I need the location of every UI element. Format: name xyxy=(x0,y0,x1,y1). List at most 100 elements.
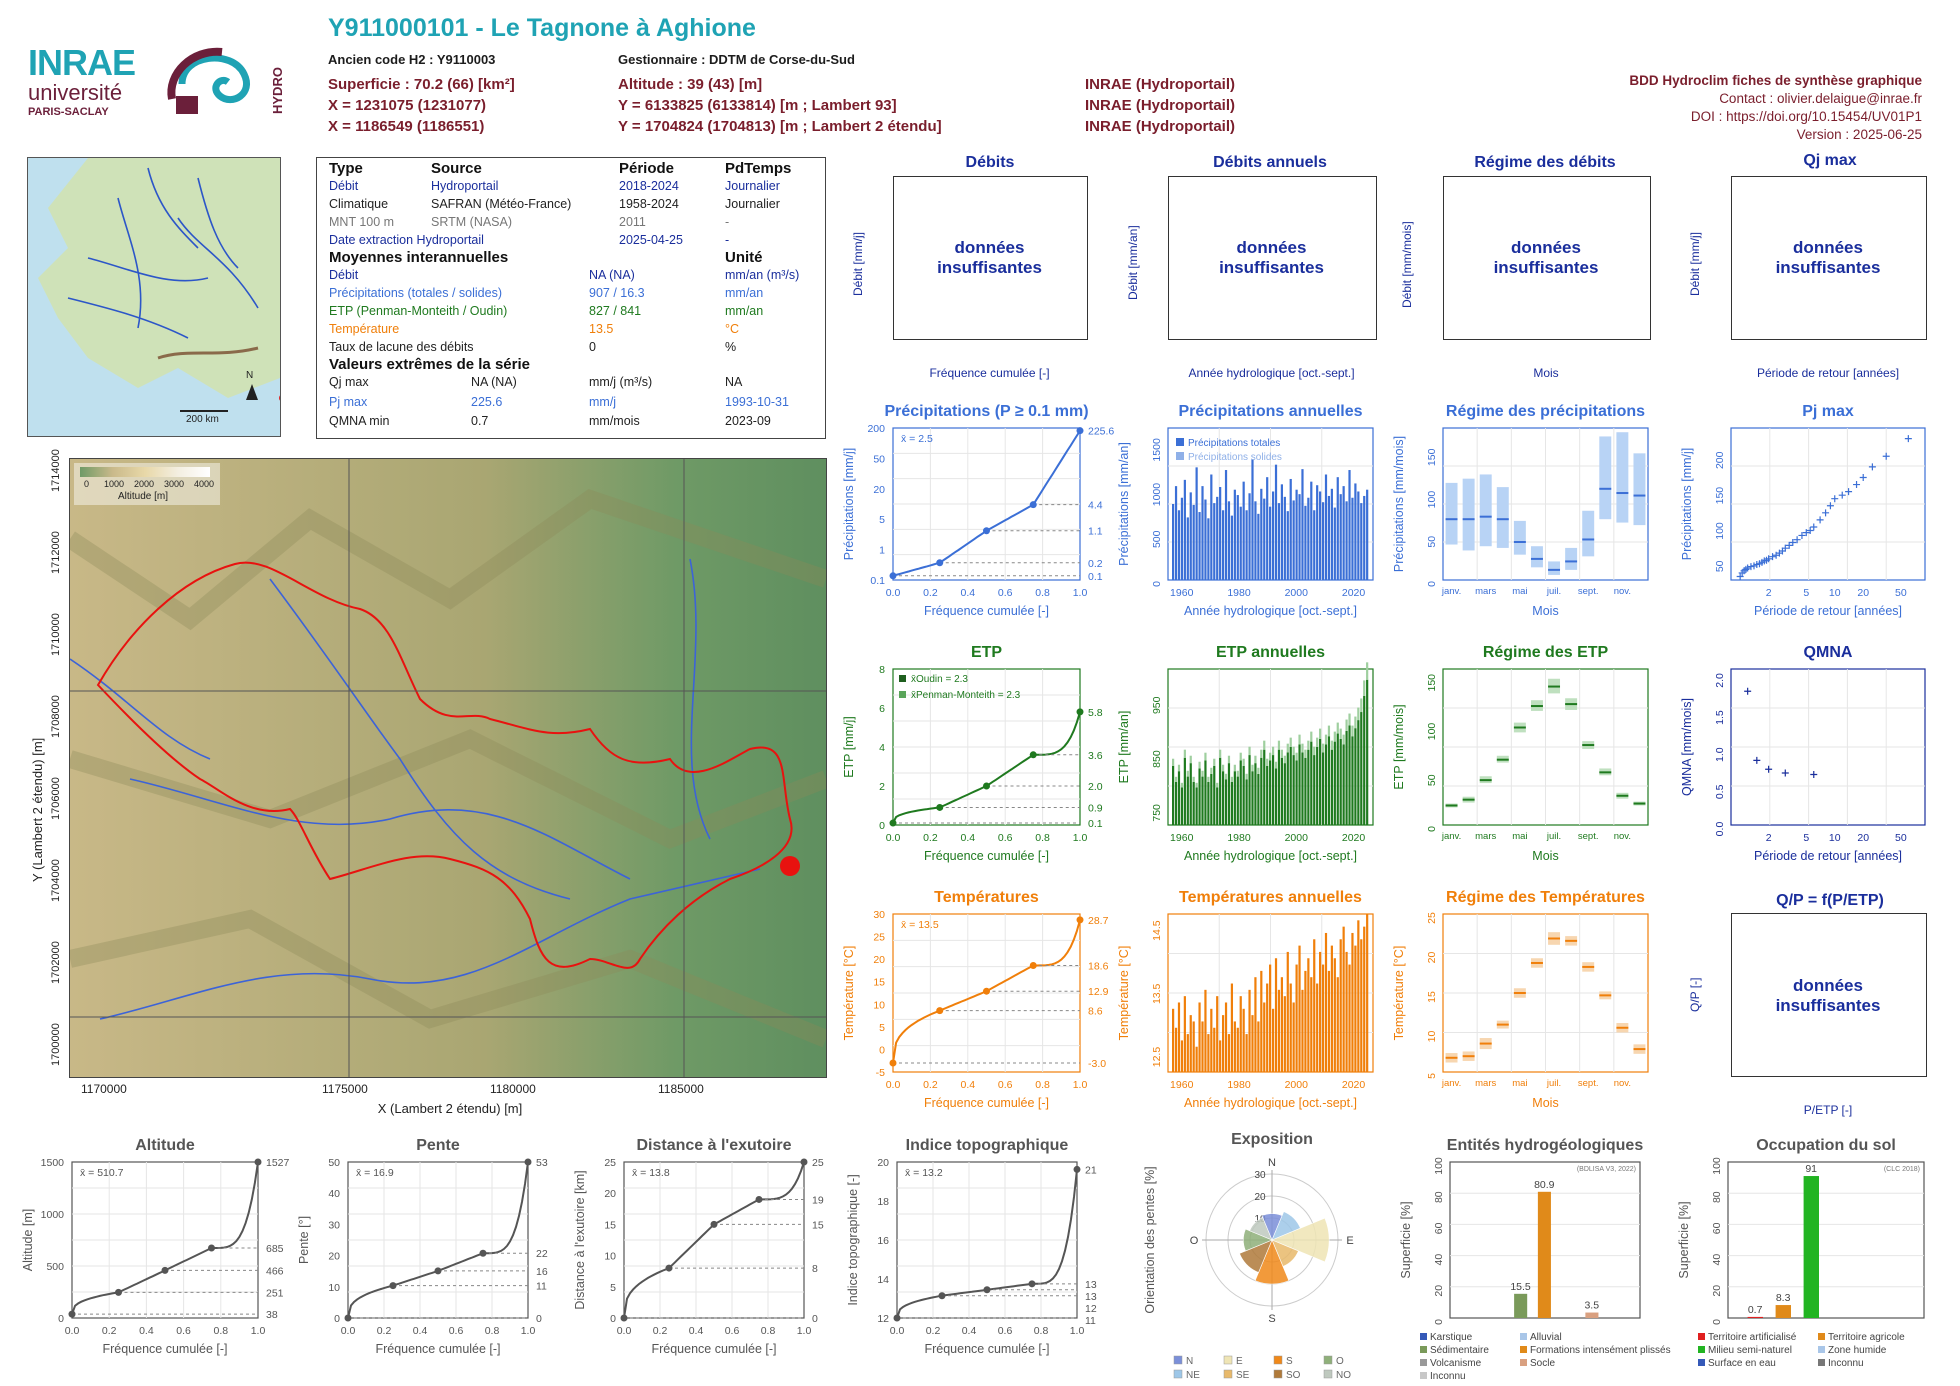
north-arrow-icon xyxy=(246,384,258,400)
occupation-legend-key xyxy=(1818,1346,1825,1353)
etp_annual-bar-top xyxy=(1310,731,1313,742)
precip_freq-ylabel: Précipitations [mm/j] xyxy=(842,448,856,561)
altitude-xlabel: Fréquence cumulée [-] xyxy=(102,1342,227,1356)
etp_annual-bar xyxy=(1263,749,1266,825)
precip_annual-bar xyxy=(1354,483,1357,580)
distance-ytick-1: 5 xyxy=(610,1282,616,1294)
temp_annual-bar xyxy=(1192,1021,1195,1072)
precip_freq-xtick-5: 1.0 xyxy=(1073,587,1088,599)
alt-tick-1: 1000 xyxy=(104,479,125,489)
hydrogeo-legend-0: Karstique xyxy=(1430,1332,1473,1343)
precip_annual-bar xyxy=(1216,496,1219,580)
temp_annual-bar xyxy=(1342,926,1345,1072)
pj_max-ytick-0: 50 xyxy=(1714,560,1726,572)
precip_annual-bar xyxy=(1324,474,1328,580)
etp_annual-bar-top xyxy=(1360,698,1363,713)
altitude-legend: 0 1000 2000 3000 4000 Altitude [m] xyxy=(74,463,220,505)
temp_annual-bar xyxy=(1363,926,1366,1072)
etp_annual-bar-top xyxy=(1307,740,1310,750)
distance-point xyxy=(755,1195,763,1203)
pente-xlabel: Fréquence cumulée [-] xyxy=(375,1342,500,1356)
precip_annual-bar xyxy=(1292,500,1295,580)
database-info: BDD Hydroclim fiches de synthèse graphiq… xyxy=(1629,72,1922,144)
pj_max-point xyxy=(1868,463,1876,471)
mean-lacune-label: Taux de lacune des débits xyxy=(329,340,474,354)
precip_annual-bar xyxy=(1192,504,1195,580)
precip_annual-bar xyxy=(1201,486,1204,580)
etp_annual-bar-top xyxy=(1219,749,1222,758)
etp_annual-bar xyxy=(1310,741,1313,825)
etp_annual-bar-top xyxy=(1186,770,1189,777)
precip_freq-ytick-0: 0.1 xyxy=(870,575,885,587)
precip_regime-xtick-4: sept. xyxy=(1578,586,1599,597)
basin-xlabel: X (Lambert 2 étendu) [m] xyxy=(377,1101,523,1116)
etp_annual-bar-top xyxy=(1348,713,1351,726)
precip_annual-bar xyxy=(1172,504,1175,580)
altitude-rlabel-0: 1527 xyxy=(266,1157,290,1169)
hydrogeo-legend-key xyxy=(1520,1333,1527,1340)
hydrogeo-legend-5: Socle xyxy=(1530,1358,1555,1369)
etp_annual-bar xyxy=(1316,747,1319,825)
etp_annual-bar xyxy=(1354,728,1357,825)
occupation-frame xyxy=(1727,1161,1925,1319)
etp_annual-bar xyxy=(1242,765,1245,825)
temp_freq-xtick-5: 1.0 xyxy=(1073,1079,1088,1091)
hydrogeo-ytick-2: 40 xyxy=(1433,1254,1445,1266)
temp_freq-ytick-6: 25 xyxy=(873,932,885,944)
row-mnt-source: SRTM (NASA) xyxy=(431,215,513,229)
temp_annual-bar xyxy=(1210,1008,1213,1072)
precip_annual-legend-key xyxy=(1176,452,1184,460)
col-header-type: Type xyxy=(329,160,363,177)
temp_annual-bar xyxy=(1221,1015,1225,1072)
insuf-line1: données xyxy=(1793,976,1863,995)
qj-max-xlabel: Période de retour [années] xyxy=(1756,366,1900,380)
precip_freq-rlabel-2: 1.1 xyxy=(1088,526,1103,538)
hydrogeo-ytick-3: 60 xyxy=(1433,1222,1445,1234)
temp_annual-bar xyxy=(1283,996,1286,1072)
x-lambert93: X = 1231075 (1231077) xyxy=(328,97,487,114)
pj_max-point xyxy=(1882,452,1890,460)
precip_annual-bar xyxy=(1251,459,1254,580)
etp_annual-xtick-3: 2020 xyxy=(1342,832,1366,844)
pente-xtick-1: 0.2 xyxy=(377,1325,392,1337)
etp_annual-bar xyxy=(1192,781,1195,825)
precip_annual-bar xyxy=(1357,491,1360,580)
temp_annual-bar xyxy=(1227,1034,1231,1072)
pj_max-point xyxy=(1806,527,1814,535)
temp_annual-bar xyxy=(1263,1002,1266,1072)
precip_freq-ytick-1: 1 xyxy=(879,545,885,557)
qmna-point xyxy=(1744,687,1752,695)
topo-xtick-3: 0.6 xyxy=(998,1325,1013,1337)
etp_annual-bar xyxy=(1363,695,1366,825)
temp_annual-bar xyxy=(1348,964,1351,1072)
etp_annual-bar xyxy=(1227,763,1231,825)
etp_annual-bar xyxy=(1236,776,1239,825)
precip_freq-rlabel-4: 0.1 xyxy=(1088,571,1103,583)
qmna-xtick-2: 10 xyxy=(1829,832,1841,844)
etp_freq-legend-0: x̄Oudin = 2.3 xyxy=(911,674,968,685)
ext-qjmax-label: Qj max xyxy=(329,375,369,389)
hydrogeo-bar xyxy=(1514,1293,1528,1318)
etp_annual-bar-top xyxy=(1292,746,1295,756)
occupation-ylabel: Superficie [%] xyxy=(1677,1201,1691,1278)
temp_annual-bar xyxy=(1239,996,1242,1072)
precip_annual-bar xyxy=(1221,510,1225,580)
etp_annual-bar xyxy=(1366,679,1369,825)
occupation-legend-3: Zone humide xyxy=(1828,1345,1887,1356)
etp_annual-bar-top xyxy=(1224,773,1228,780)
pj_max-point xyxy=(1769,553,1777,561)
col-header-source: Source xyxy=(431,160,482,177)
qp-xlabel: P/ETP [-] xyxy=(1803,1103,1853,1117)
altitude-rlabel-4: 38 xyxy=(266,1309,278,1321)
mean-etp-unit: mm/an xyxy=(725,304,764,318)
pj_max-point xyxy=(1736,572,1744,580)
etp_annual-bar-top xyxy=(1336,722,1339,734)
pj_max-point xyxy=(1789,539,1797,547)
title-qp: Q/P = f(P/ETP) xyxy=(1776,892,1884,909)
scale-bar xyxy=(180,410,228,412)
etp_annual-bar xyxy=(1333,741,1336,825)
temp_regime-ytick-3: 20 xyxy=(1426,952,1438,964)
topo-rlabel-4: 11 xyxy=(1085,1315,1096,1327)
mean-etp-value: 827 / 841 xyxy=(589,304,642,318)
ext-qmna-unit: mm/mois xyxy=(589,414,640,428)
